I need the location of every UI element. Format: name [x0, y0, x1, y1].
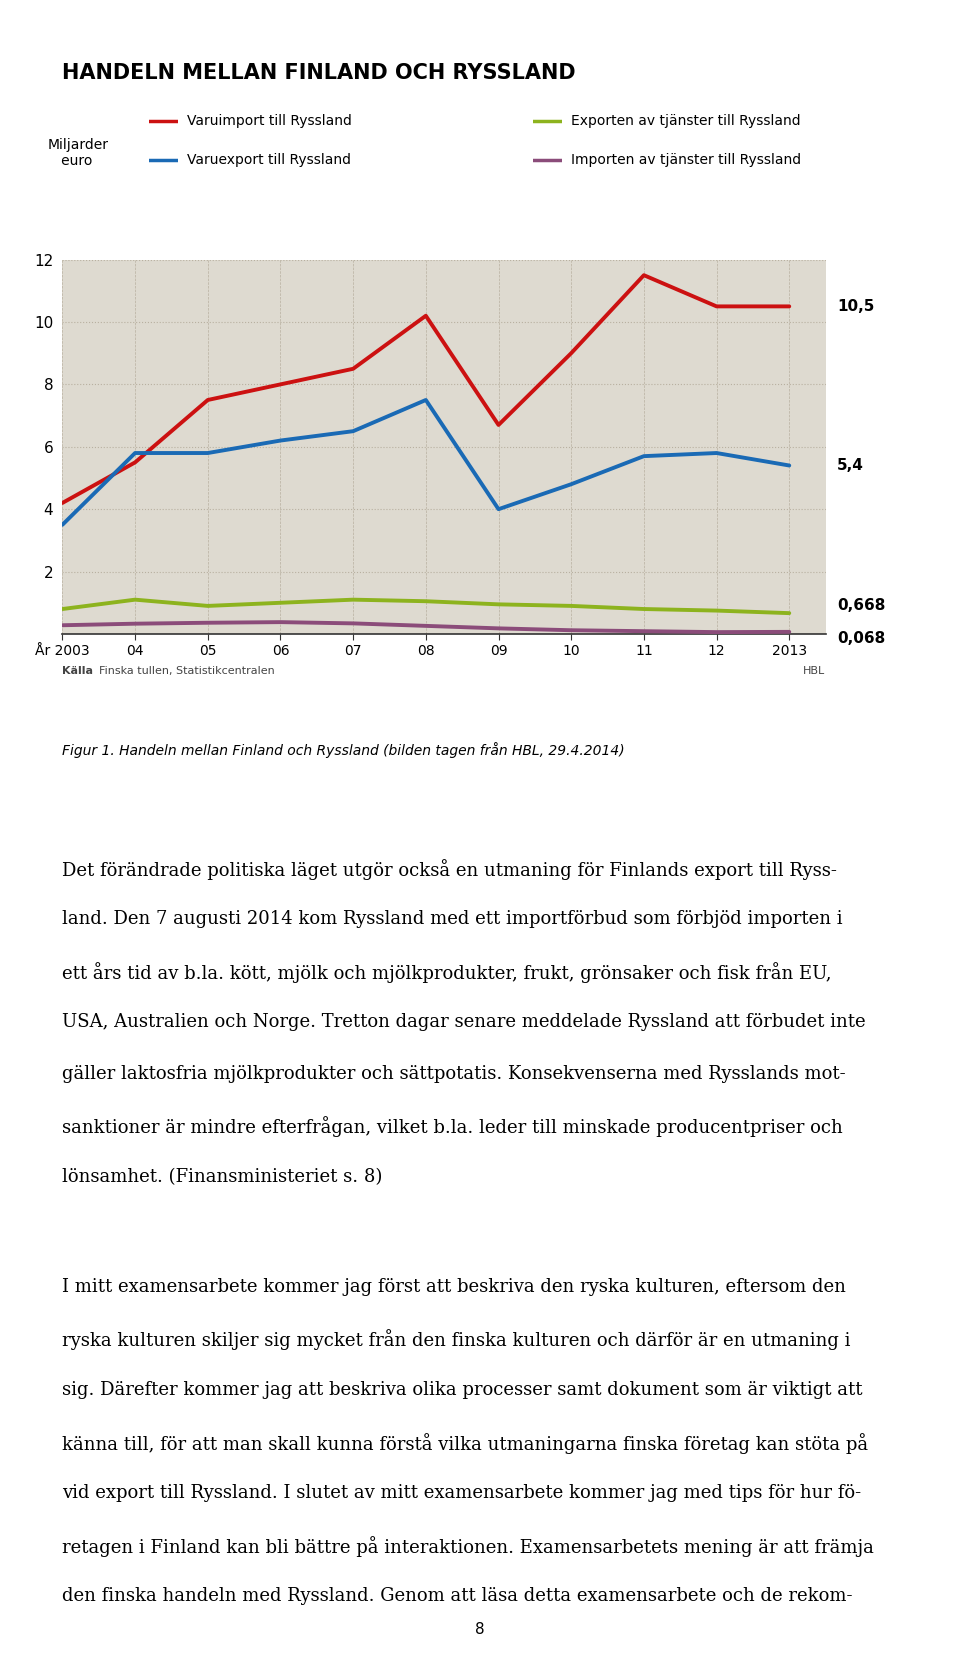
Text: HANDELN MELLAN FINLAND OCH RYSSLAND: HANDELN MELLAN FINLAND OCH RYSSLAND	[62, 63, 576, 83]
Text: Varuimport till Ryssland: Varuimport till Ryssland	[187, 115, 352, 128]
Text: lönsamhet. (Finansministeriet s. 8): lönsamhet. (Finansministeriet s. 8)	[62, 1168, 383, 1186]
Text: gäller laktosfria mjölkprodukter och sättpotatis. Konsekvenserna med Rysslands m: gäller laktosfria mjölkprodukter och sät…	[62, 1065, 846, 1083]
Text: den finska handeln med Ryssland. Genom att läsa detta examensarbete och de rekom: den finska handeln med Ryssland. Genom a…	[62, 1587, 852, 1606]
Text: ryska kulturen skiljer sig mycket från den finska kulturen och därför är en utma: ryska kulturen skiljer sig mycket från d…	[62, 1330, 851, 1351]
Text: 0,068: 0,068	[837, 631, 885, 646]
Text: vid export till Ryssland. I slutet av mitt examensarbete kommer jag med tips för: vid export till Ryssland. I slutet av mi…	[62, 1484, 861, 1503]
Text: sig. Därefter kommer jag att beskriva olika processer samt dokument som är vikti: sig. Därefter kommer jag att beskriva ol…	[62, 1381, 863, 1399]
Text: Importen av tjänster till Ryssland: Importen av tjänster till Ryssland	[571, 153, 802, 166]
Text: känna till, för att man skall kunna förstå vilka utmaningarna finska företag kan: känna till, för att man skall kunna förs…	[62, 1433, 869, 1454]
Text: 0,668: 0,668	[837, 597, 885, 612]
Text: 5,4: 5,4	[837, 458, 864, 473]
Text: ett års tid av b.la. kött, mjölk och mjölkprodukter, frukt, grönsaker och fisk f: ett års tid av b.la. kött, mjölk och mjö…	[62, 962, 832, 983]
Text: Exporten av tjänster till Ryssland: Exporten av tjänster till Ryssland	[571, 115, 801, 128]
Text: Figur 1. Handeln mellan Finland och Ryssland (bilden tagen från HBL, 29.4.2014): Figur 1. Handeln mellan Finland och Ryss…	[62, 742, 625, 759]
Text: sanktioner är mindre efterfrågan, vilket b.la. leder till minskade producentpris: sanktioner är mindre efterfrågan, vilket…	[62, 1117, 843, 1138]
Text: land. Den 7 augusti 2014 kom Ryssland med ett importförbud som förbjöd importen : land. Den 7 augusti 2014 kom Ryssland me…	[62, 910, 843, 929]
Text: Det förändrade politiska läget utgör också en utmaning för Finlands export till : Det förändrade politiska läget utgör ock…	[62, 859, 837, 880]
Text: Varuexport till Ryssland: Varuexport till Ryssland	[187, 153, 351, 166]
Text: 8: 8	[475, 1622, 485, 1637]
Text: Miljarder
   euro: Miljarder euro	[48, 138, 109, 168]
Text: Källa: Källa	[62, 666, 93, 676]
Text: USA, Australien och Norge. Tretton dagar senare meddelade Ryssland att förbudet : USA, Australien och Norge. Tretton dagar…	[62, 1013, 866, 1032]
Text: retagen i Finland kan bli bättre på interaktionen. Examensarbetets mening är att: retagen i Finland kan bli bättre på inte…	[62, 1536, 875, 1558]
Text: I mitt examensarbete kommer jag först att beskriva den ryska kulturen, eftersom : I mitt examensarbete kommer jag först at…	[62, 1278, 847, 1296]
Text: Finska tullen, Statistikcentralen: Finska tullen, Statistikcentralen	[99, 666, 275, 676]
Text: HBL: HBL	[804, 666, 826, 676]
Text: 10,5: 10,5	[837, 300, 875, 314]
